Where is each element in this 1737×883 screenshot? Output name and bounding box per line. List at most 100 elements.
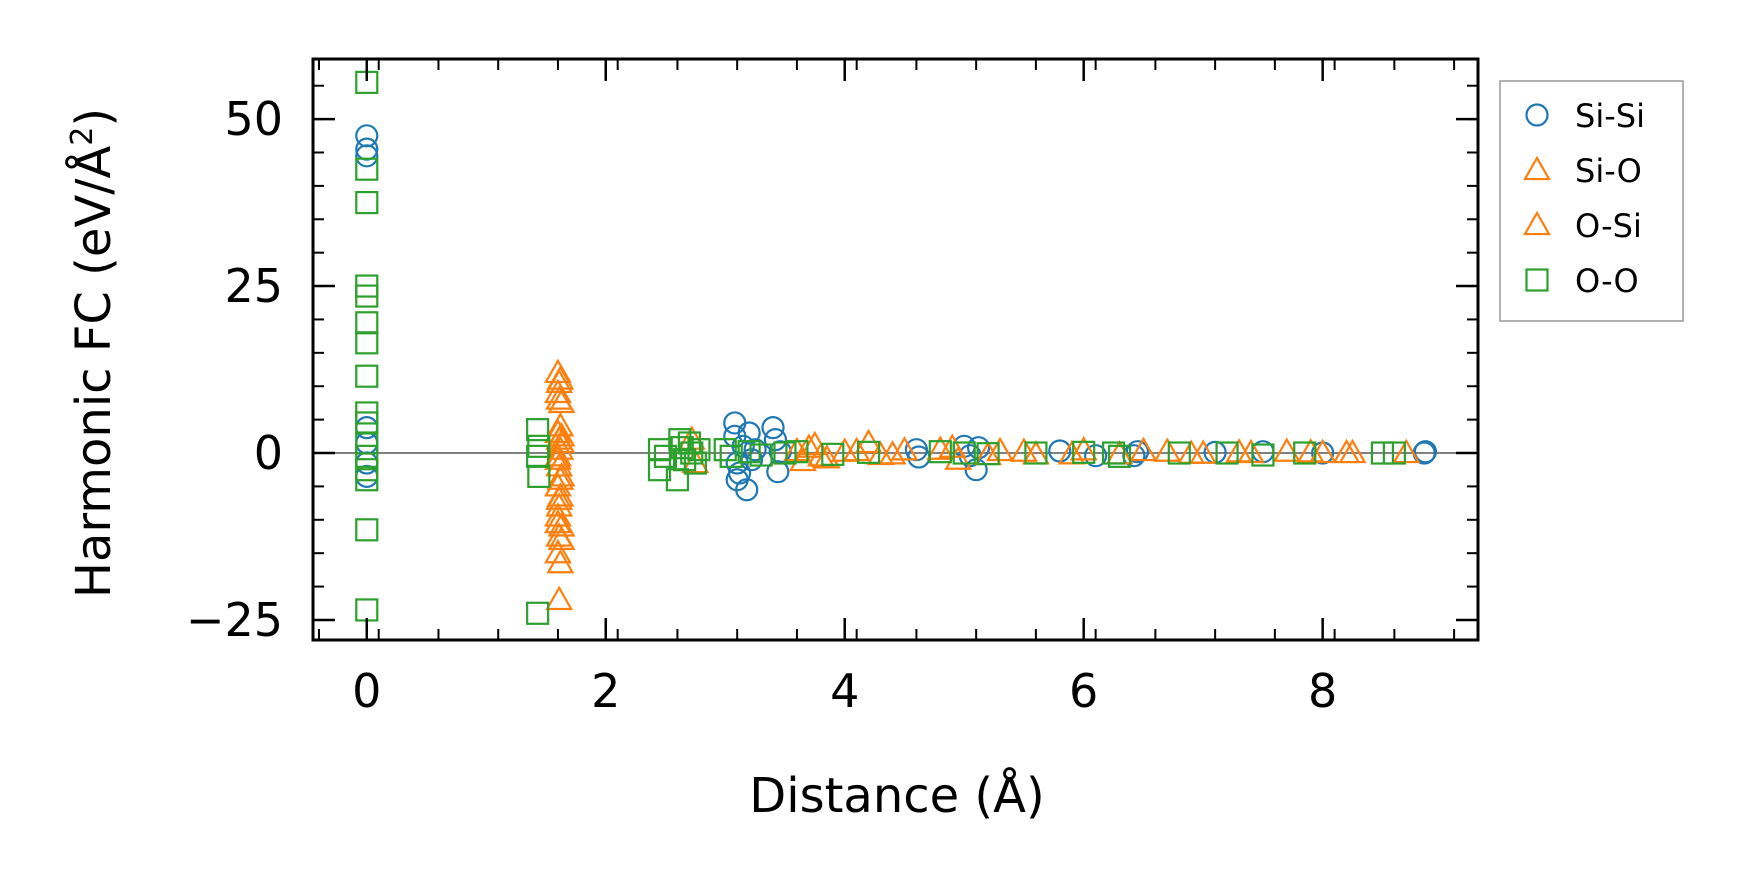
data-point — [683, 451, 707, 475]
data-point — [806, 442, 835, 467]
legend-item: Si-O — [1523, 152, 1642, 190]
data-point — [1069, 436, 1098, 461]
data-point — [545, 492, 574, 517]
data-point — [1125, 440, 1150, 464]
data-point — [1413, 440, 1438, 464]
x-tick-label: 6 — [1069, 664, 1098, 718]
legend-item: O-O — [1525, 262, 1639, 300]
data-point — [1153, 437, 1182, 462]
data-point — [761, 416, 785, 440]
legend-label: Si-Si — [1575, 97, 1645, 135]
legend-marker — [1525, 268, 1549, 292]
data-point — [526, 601, 550, 625]
data-point — [1215, 441, 1239, 465]
data-point — [355, 284, 379, 308]
data-point — [928, 440, 952, 464]
data-point — [785, 440, 809, 464]
data-point — [1272, 437, 1301, 462]
data-point — [1057, 440, 1086, 465]
axes: 0 2 4 6 8 −25 0 25 50 — [186, 57, 1480, 718]
data-point — [355, 444, 379, 468]
data-point — [1009, 437, 1038, 462]
plot-frame — [311, 57, 1480, 642]
data-point — [543, 378, 572, 404]
data-point — [355, 144, 379, 168]
data-point — [1251, 443, 1275, 467]
data-point — [355, 468, 379, 492]
data-point — [737, 440, 761, 464]
x-axis-title: Distance (Å) — [749, 767, 1044, 824]
data-point — [1084, 444, 1108, 468]
data-point — [355, 364, 379, 388]
data-point — [546, 412, 575, 437]
data-point — [543, 538, 572, 564]
data-point — [788, 446, 817, 472]
data-point — [543, 445, 572, 470]
y-tick-label: −25 — [186, 593, 283, 647]
data-point — [547, 525, 576, 550]
legend-marker — [1523, 155, 1551, 181]
data-point — [687, 438, 711, 462]
data-point — [1072, 440, 1096, 464]
data-point — [1177, 439, 1206, 464]
data-point — [976, 442, 1000, 466]
data-point — [1101, 441, 1126, 465]
legend: Si-Si Si-O O-Si O-O — [1499, 80, 1684, 322]
legend-label: O-Si — [1575, 207, 1642, 245]
y-tick-label: 50 — [224, 92, 283, 146]
data-point — [986, 436, 1015, 462]
data-point — [713, 438, 737, 462]
data-point — [547, 422, 576, 447]
series-o-o — [355, 70, 1406, 625]
data-point — [355, 518, 379, 542]
data-point — [1237, 438, 1265, 464]
data-point — [878, 440, 907, 465]
y-axis-title-base: Harmonic FC (eV/Å — [65, 146, 122, 599]
x-tick-label: 8 — [1308, 664, 1337, 718]
data-point — [737, 421, 761, 445]
data-point — [1024, 441, 1048, 465]
legend-item: Si-Si — [1525, 97, 1645, 135]
data-point — [735, 478, 759, 502]
data-point — [653, 444, 678, 468]
data-point — [355, 331, 379, 355]
data-point — [543, 442, 572, 467]
data-point — [1370, 441, 1395, 465]
data-point — [527, 464, 551, 488]
data-point — [545, 485, 574, 510]
x-tick-label: 2 — [591, 664, 620, 718]
x-tick-label: 4 — [830, 664, 859, 718]
y-axis-title-superscript: 2 — [65, 127, 100, 146]
data-point — [355, 190, 379, 215]
data-point — [952, 441, 976, 465]
data-point — [890, 436, 919, 461]
data-point — [545, 385, 574, 410]
data-point — [526, 418, 550, 442]
data-point — [773, 441, 797, 465]
data-point — [546, 435, 575, 460]
data-point — [1382, 441, 1406, 465]
data-point — [1392, 438, 1421, 464]
legend-label: Si-O — [1575, 152, 1642, 190]
data-point — [1332, 438, 1361, 464]
data-point — [1293, 441, 1317, 465]
data-point — [355, 431, 379, 455]
data-point — [1167, 441, 1191, 465]
data-point — [719, 444, 743, 468]
plot-area — [313, 70, 1478, 625]
x-tick-label: 0 — [352, 664, 381, 718]
legend-box — [1499, 80, 1684, 322]
data-point — [1129, 436, 1158, 462]
data-point — [842, 436, 871, 462]
data-point — [926, 435, 955, 460]
legend-label: O-O — [1575, 262, 1639, 300]
data-point — [1107, 444, 1132, 468]
y-tick-label: 0 — [254, 426, 283, 480]
legend-item: O-Si — [1523, 207, 1642, 245]
data-point — [743, 438, 767, 462]
data-point — [821, 442, 845, 466]
data-point — [857, 440, 881, 464]
data-point — [547, 512, 576, 537]
data-point — [546, 548, 575, 574]
